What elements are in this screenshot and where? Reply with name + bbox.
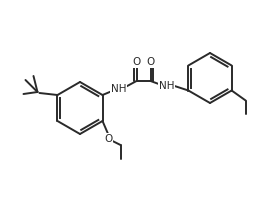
Text: NH: NH	[159, 81, 174, 91]
Text: O: O	[132, 57, 141, 67]
Text: O: O	[104, 134, 113, 144]
Text: NH: NH	[111, 84, 126, 94]
Text: O: O	[146, 57, 155, 67]
